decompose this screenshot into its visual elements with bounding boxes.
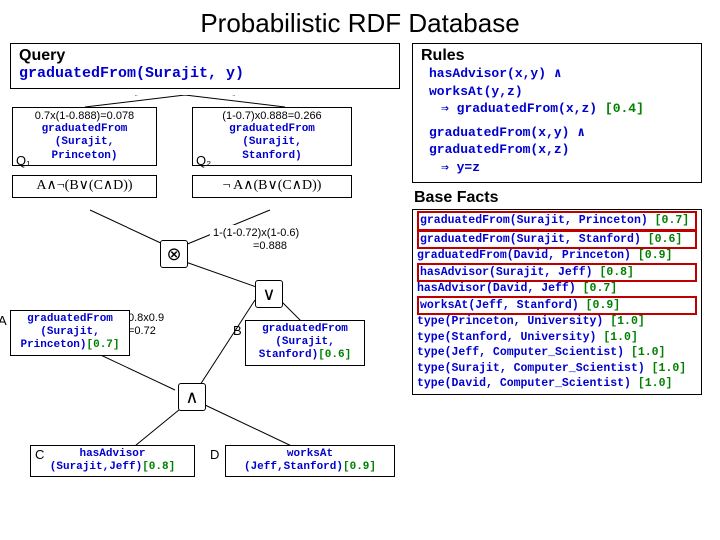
op-and: ∧ [178,383,206,411]
q1-label: Q₁ [16,153,31,168]
fact-row: type(Princeton, University) [1.0] [417,314,697,330]
op-otimes: ⊗ [160,240,188,268]
page-title: Probabilistic RDF Database [0,0,720,43]
query-label: Query [19,47,391,65]
node-q2: (1-0.7)x0.888=0.266 graduatedFrom (Suraj… [192,107,352,166]
fact-row: graduatedFrom(David, Princeton) [0.9] [417,248,697,264]
b-label: B [233,323,242,338]
d-label: D [210,447,219,462]
facts-label: Base Facts [414,189,702,207]
q2-label: Q₂ [196,153,211,168]
node-q1: 0.7x(1-0.888)=0.078 graduatedFrom (Suraj… [12,107,157,166]
fact-row: type(Stanford, University) [1.0] [417,330,697,346]
fact-row: graduatedFrom(Surajit, Stanford) [0.6] [417,230,697,250]
and-calc: 0.8x0.9 =0.72 [125,310,195,340]
node-q2-formula: ¬ A∧(B∨(C∧D)) [192,175,352,198]
proof-diagram: 0.7x(1-0.888)=0.078 graduatedFrom (Suraj… [10,95,400,505]
fact-row: type(Surajit, Computer_Scientist) [1.0] [417,361,697,377]
rules-box: Rules hasAdvisor(x,y) ∧ worksAt(y,z) ⇒ g… [412,43,702,183]
rules-label: Rules [421,47,693,65]
fact-row: worksAt(Jeff, Stanford) [0.9] [417,296,697,316]
a-label: A [0,313,7,328]
node-d: worksAt (Jeff,Stanford)[0.9] [225,445,395,477]
fact-row: hasAdvisor(David, Jeff) [0.7] [417,281,697,297]
node-q1-formula: A∧¬(B∨(C∧D)) [12,175,157,198]
fact-row: hasAdvisor(Surajit, Jeff) [0.8] [417,263,697,283]
c-label: C [35,447,44,462]
otimes-calc: 1-(1-0.72)x(1-0.6) =0.888 [210,225,350,255]
q1-calc: 0.7x(1-0.888)=0.078 [16,110,153,123]
fact-row: graduatedFrom(Surajit, Princeton) [0.7] [417,211,697,231]
query-box: Query graduatedFrom(Surajit, y) [10,43,400,89]
node-c: hasAdvisor (Surajit,Jeff)[0.8] [30,445,195,477]
q2-calc: (1-0.7)x0.888=0.266 [196,110,348,123]
fact-row: type(Jeff, Computer_Scientist) [1.0] [417,345,697,361]
fact-row: type(David, Computer_Scientist) [1.0] [417,376,697,392]
node-a: graduatedFrom (Surajit, Princeton)[0.7] [10,310,130,356]
node-b: graduatedFrom (Surajit, Stanford)[0.6] [245,320,365,366]
op-or: ∨ [255,280,283,308]
facts-box: graduatedFrom(Surajit, Princeton) [0.7]g… [412,209,702,395]
query-text: graduatedFrom(Surajit, y) [19,65,391,82]
